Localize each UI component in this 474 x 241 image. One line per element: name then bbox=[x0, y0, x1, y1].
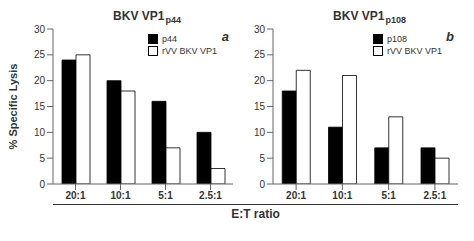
svg-text:5: 5 bbox=[259, 153, 265, 164]
svg-text:2.5:1: 2.5:1 bbox=[423, 190, 446, 201]
svg-text:20:1: 20:1 bbox=[65, 190, 85, 201]
html-text:rVV BKV VP1: rVV BKV VP1 bbox=[162, 46, 217, 56]
svg-text:0: 0 bbox=[259, 179, 265, 190]
html-text:p44: p44 bbox=[162, 34, 177, 44]
svg-text:10:1: 10:1 bbox=[332, 190, 352, 201]
html-text:rVV BKV VP1: rVV BKV VP1 bbox=[387, 46, 442, 56]
svg-text:20: 20 bbox=[254, 75, 266, 86]
svg-text:10: 10 bbox=[34, 127, 46, 138]
svg-text:10: 10 bbox=[254, 127, 266, 138]
svg-text:20:1: 20:1 bbox=[286, 190, 306, 201]
svg-text:15: 15 bbox=[34, 101, 46, 112]
svg-text:% Specific Lysis: % Specific Lysis bbox=[8, 64, 19, 150]
svg-text:10:1: 10:1 bbox=[110, 190, 130, 201]
html-text:a: a bbox=[221, 29, 229, 44]
html-text:b: b bbox=[446, 29, 454, 44]
html-text:p108: p108 bbox=[387, 34, 407, 44]
svg-text:5:1: 5:1 bbox=[158, 190, 173, 201]
svg-text:30: 30 bbox=[34, 24, 46, 35]
svg-text:0: 0 bbox=[39, 179, 45, 190]
svg-text:2.5:1: 2.5:1 bbox=[199, 190, 222, 201]
svg-text:30: 30 bbox=[254, 24, 266, 35]
svg-text:25: 25 bbox=[254, 49, 266, 60]
svg-text:15: 15 bbox=[254, 101, 266, 112]
svg-text:20: 20 bbox=[34, 75, 46, 86]
html-text:E:T ratio: E:T ratio bbox=[231, 207, 280, 221]
svg-text:5:1: 5:1 bbox=[381, 190, 396, 201]
html-text:BKV VP1p108: BKV VP1p108 bbox=[333, 9, 406, 26]
svg-text:25: 25 bbox=[34, 49, 46, 60]
svg-text:5: 5 bbox=[39, 153, 45, 164]
html-text:BKV VP1p44: BKV VP1p44 bbox=[113, 9, 181, 26]
